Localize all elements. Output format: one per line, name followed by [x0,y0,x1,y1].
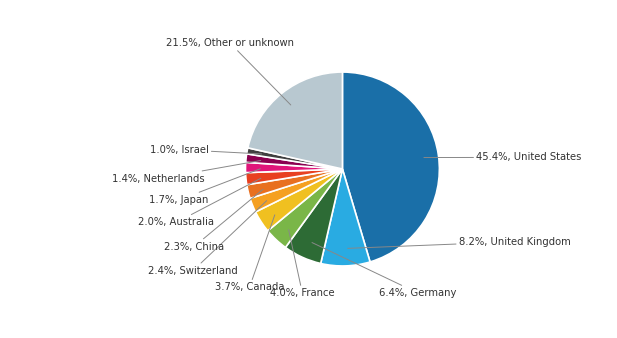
Wedge shape [247,148,342,169]
Text: 1.0%, Israel: 1.0%, Israel [150,145,262,154]
Wedge shape [246,154,342,169]
Wedge shape [248,72,342,169]
Text: 21.5%, Other or unknown: 21.5%, Other or unknown [166,38,294,105]
Text: 1.7%, Japan: 1.7%, Japan [149,169,260,205]
Wedge shape [255,169,342,231]
Wedge shape [246,169,342,185]
Text: 2.3%, China: 2.3%, China [164,189,263,251]
Text: 3.7%, Canada: 3.7%, Canada [215,215,284,292]
Wedge shape [342,72,439,262]
Wedge shape [246,162,342,173]
Text: 8.2%, United Kingdom: 8.2%, United Kingdom [348,237,571,248]
Wedge shape [286,169,342,264]
Wedge shape [247,169,342,198]
Text: 1.4%, Netherlands: 1.4%, Netherlands [112,161,261,184]
Text: 2.0%, Australia: 2.0%, Australia [138,178,261,227]
Text: 6.4%, Germany: 6.4%, Germany [312,243,457,298]
Wedge shape [250,169,342,212]
Wedge shape [321,169,370,266]
Wedge shape [268,169,342,247]
Text: 2.4%, Switzerland: 2.4%, Switzerland [148,201,267,276]
Text: 4.0%, France: 4.0%, France [270,230,334,298]
Text: 45.4%, United States: 45.4%, United States [424,152,582,162]
